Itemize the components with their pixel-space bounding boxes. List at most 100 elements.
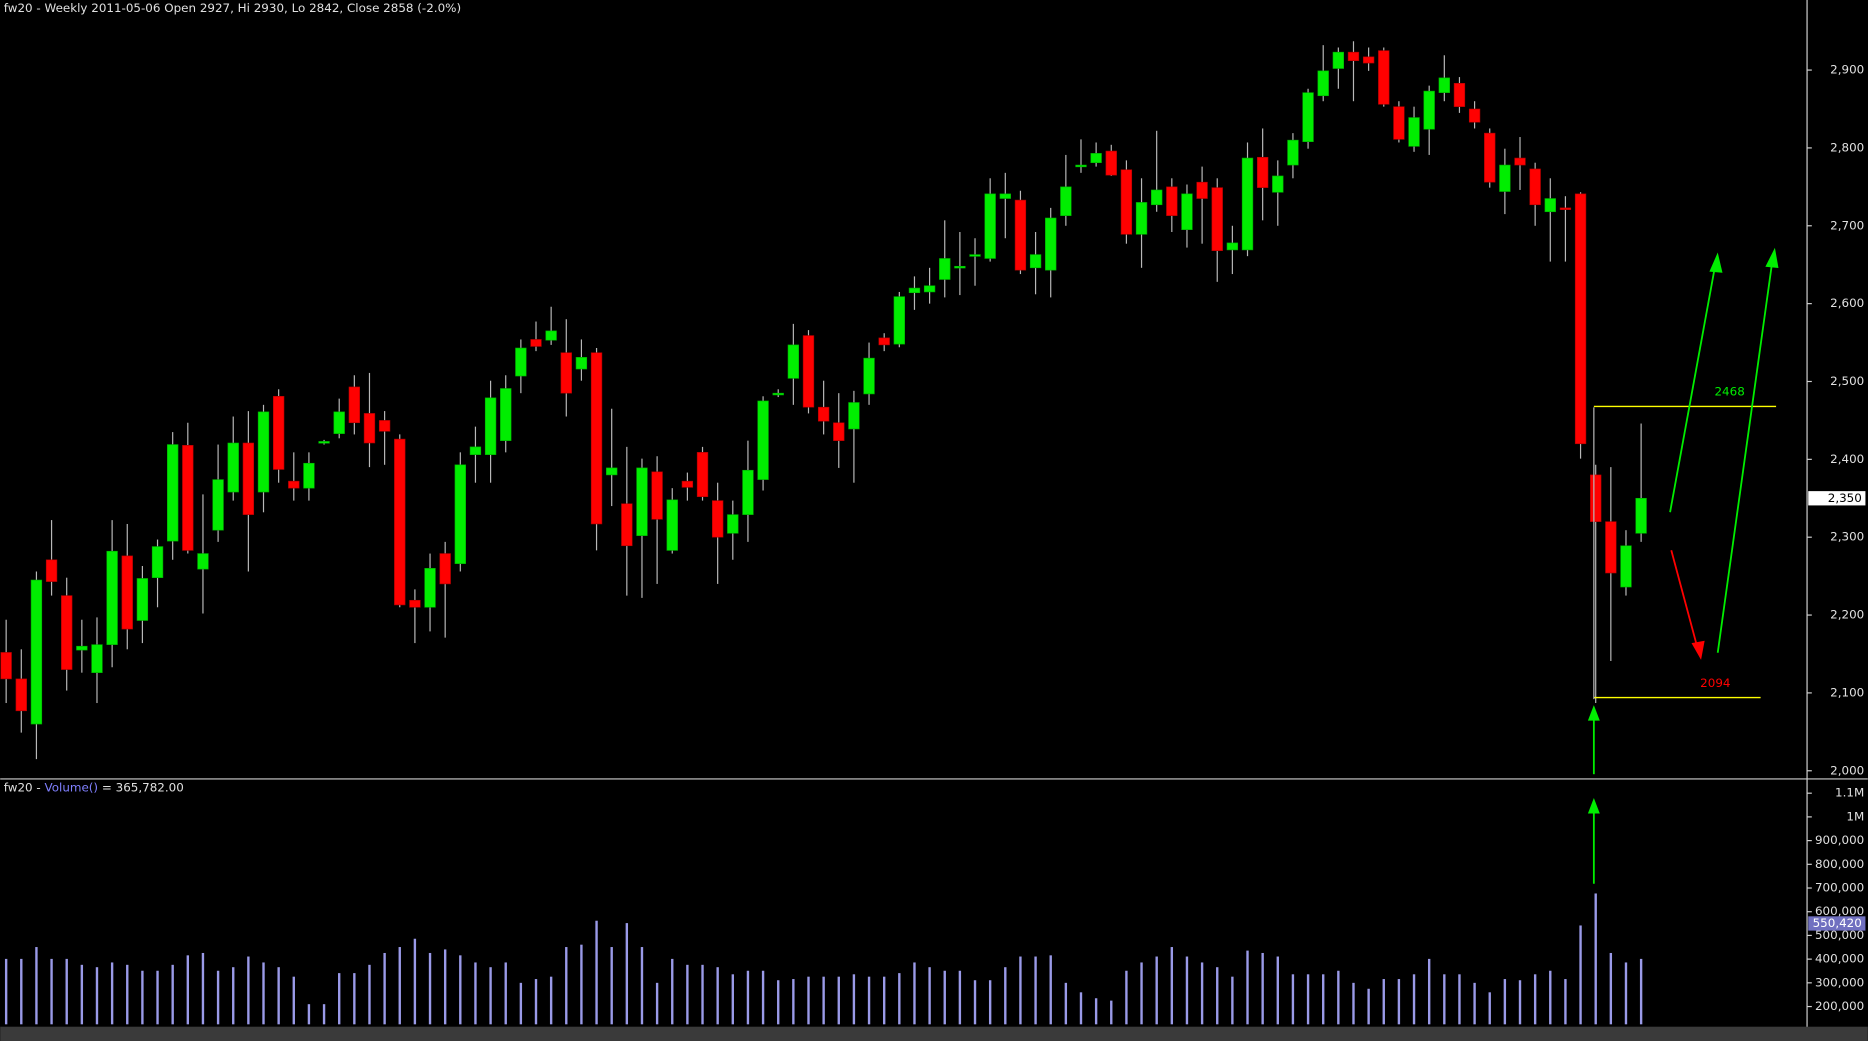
volume-bar	[701, 964, 704, 1025]
candle-body	[651, 471, 663, 520]
candle-body	[545, 330, 557, 341]
candle-body	[606, 467, 618, 476]
candle-body	[560, 352, 572, 394]
candle-body	[1196, 181, 1208, 199]
y-tick-label: 2,300	[1830, 530, 1864, 544]
candle-body	[197, 553, 209, 570]
candle-body	[1181, 193, 1193, 230]
volume-bar	[50, 958, 53, 1025]
volume-bar	[1094, 998, 1098, 1025]
arrow-head	[1691, 640, 1705, 660]
candle-body	[1120, 169, 1133, 235]
volume-bar	[1306, 974, 1310, 1025]
volume-bar	[746, 970, 750, 1025]
volume-bar	[1079, 992, 1083, 1025]
volume-bar	[913, 962, 916, 1025]
last-value-label: 2,350	[1828, 491, 1862, 505]
volume-bar	[1276, 956, 1279, 1025]
candle-body	[1408, 117, 1420, 147]
candle-body	[484, 397, 497, 455]
volume-bar	[186, 955, 190, 1025]
candle-body	[817, 406, 830, 422]
volume-bar	[368, 964, 371, 1025]
volume-bar	[35, 947, 38, 1025]
frame	[0, 1026, 1868, 1041]
volume-bar	[459, 955, 462, 1025]
candle-body	[681, 480, 694, 488]
volume-bar	[1518, 980, 1522, 1025]
candle-body	[76, 645, 88, 651]
volume-bar	[1533, 974, 1537, 1025]
candle-body	[772, 392, 784, 396]
candle-body	[969, 254, 981, 257]
candle-body	[878, 337, 890, 346]
candle-body	[182, 445, 194, 551]
volume-bar	[852, 974, 856, 1025]
volume-bar	[1503, 979, 1507, 1025]
volume-bar	[1004, 967, 1007, 1025]
candle-body	[45, 559, 58, 582]
candle-body	[1468, 108, 1481, 123]
candle-body	[1029, 254, 1042, 269]
volume-bar	[504, 962, 507, 1025]
volume-bar	[519, 982, 523, 1025]
candle-body	[318, 441, 330, 444]
candle-body	[1090, 153, 1102, 164]
volume-bar	[232, 967, 235, 1025]
candle-body	[121, 555, 133, 630]
y-tick-label: 600,000	[1815, 904, 1864, 918]
candle-body	[1135, 202, 1148, 235]
candle-body	[1241, 157, 1254, 251]
volume-bar	[1564, 979, 1567, 1025]
volume-bar	[807, 976, 810, 1025]
candle-body	[1620, 545, 1632, 588]
volume-bar	[95, 967, 99, 1025]
volume-bar	[534, 979, 538, 1025]
volume-bar	[1246, 950, 1249, 1025]
candle-body	[1362, 56, 1375, 64]
volume-bar	[867, 976, 871, 1025]
candle-body	[1393, 106, 1405, 140]
volume-bar	[80, 964, 84, 1025]
candle-body	[954, 265, 966, 269]
volume-bar	[761, 970, 765, 1025]
candle-body	[1499, 164, 1511, 192]
candle-body	[530, 339, 542, 347]
annotations	[1587, 247, 1779, 884]
volume-bar	[383, 952, 386, 1025]
candle-body	[1105, 150, 1117, 176]
volume-bar	[1140, 962, 1143, 1025]
volume-bar	[1034, 956, 1037, 1025]
volume-bar	[777, 980, 780, 1025]
volume-bar	[1579, 925, 1582, 1025]
candle-body	[288, 480, 300, 489]
volume-bar	[1624, 962, 1628, 1025]
candle-body	[1317, 70, 1329, 97]
candle-body	[257, 411, 270, 493]
candle-body	[333, 411, 345, 434]
candle-body	[227, 442, 239, 493]
candle-body	[621, 503, 633, 547]
candle-body	[575, 357, 588, 370]
candle-body	[1438, 77, 1450, 93]
y-tick-label: 2,600	[1830, 296, 1864, 310]
y-tick-label: 2,800	[1830, 140, 1864, 154]
candle-body	[106, 550, 118, 645]
volume-bar	[1231, 976, 1234, 1025]
candle-body	[1272, 175, 1284, 193]
candle-body	[242, 442, 255, 515]
y-tick-label: 500,000	[1815, 928, 1864, 942]
volume-bar	[20, 958, 23, 1025]
candle-body	[1453, 83, 1466, 107]
candle-body	[757, 400, 769, 480]
candle-body	[848, 402, 860, 430]
candle-body	[1166, 186, 1178, 216]
candle-body	[0, 652, 12, 680]
candle-body	[151, 546, 164, 578]
last-value-label: 550,420	[1813, 916, 1862, 930]
y-tick-label: 2,700	[1830, 218, 1864, 232]
volume-bar	[216, 970, 220, 1025]
volume-bar	[322, 1004, 326, 1025]
volume-bar	[640, 947, 644, 1025]
